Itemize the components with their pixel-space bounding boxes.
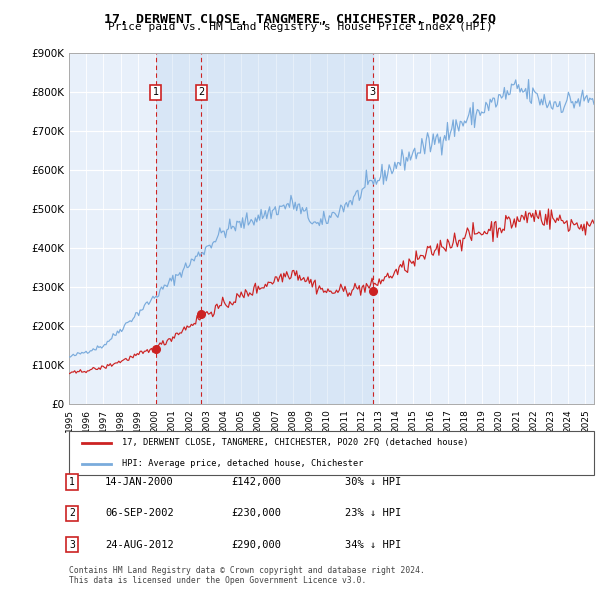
Text: 2: 2 xyxy=(198,87,205,97)
Text: 06-SEP-2002: 06-SEP-2002 xyxy=(105,509,174,518)
Text: Contains HM Land Registry data © Crown copyright and database right 2024.
This d: Contains HM Land Registry data © Crown c… xyxy=(69,566,425,585)
Text: 1: 1 xyxy=(152,87,159,97)
Text: £142,000: £142,000 xyxy=(231,477,281,487)
Text: 34% ↓ HPI: 34% ↓ HPI xyxy=(345,540,401,549)
FancyBboxPatch shape xyxy=(69,431,594,475)
Text: Price paid vs. HM Land Registry's House Price Index (HPI): Price paid vs. HM Land Registry's House … xyxy=(107,22,493,32)
Text: 1: 1 xyxy=(69,477,75,487)
Text: 17, DERWENT CLOSE, TANGMERE, CHICHESTER, PO20 2FQ (detached house): 17, DERWENT CLOSE, TANGMERE, CHICHESTER,… xyxy=(121,438,468,447)
Text: HPI: Average price, detached house, Chichester: HPI: Average price, detached house, Chic… xyxy=(121,460,363,468)
Text: 30% ↓ HPI: 30% ↓ HPI xyxy=(345,477,401,487)
Text: 2: 2 xyxy=(69,509,75,518)
Text: 23% ↓ HPI: 23% ↓ HPI xyxy=(345,509,401,518)
Text: £290,000: £290,000 xyxy=(231,540,281,549)
Text: 24-AUG-2012: 24-AUG-2012 xyxy=(105,540,174,549)
Text: 14-JAN-2000: 14-JAN-2000 xyxy=(105,477,174,487)
Text: 17, DERWENT CLOSE, TANGMERE, CHICHESTER, PO20 2FQ: 17, DERWENT CLOSE, TANGMERE, CHICHESTER,… xyxy=(104,13,496,26)
Text: £230,000: £230,000 xyxy=(231,509,281,518)
Text: 3: 3 xyxy=(370,87,376,97)
Text: 3: 3 xyxy=(69,540,75,549)
Bar xyxy=(156,53,373,404)
